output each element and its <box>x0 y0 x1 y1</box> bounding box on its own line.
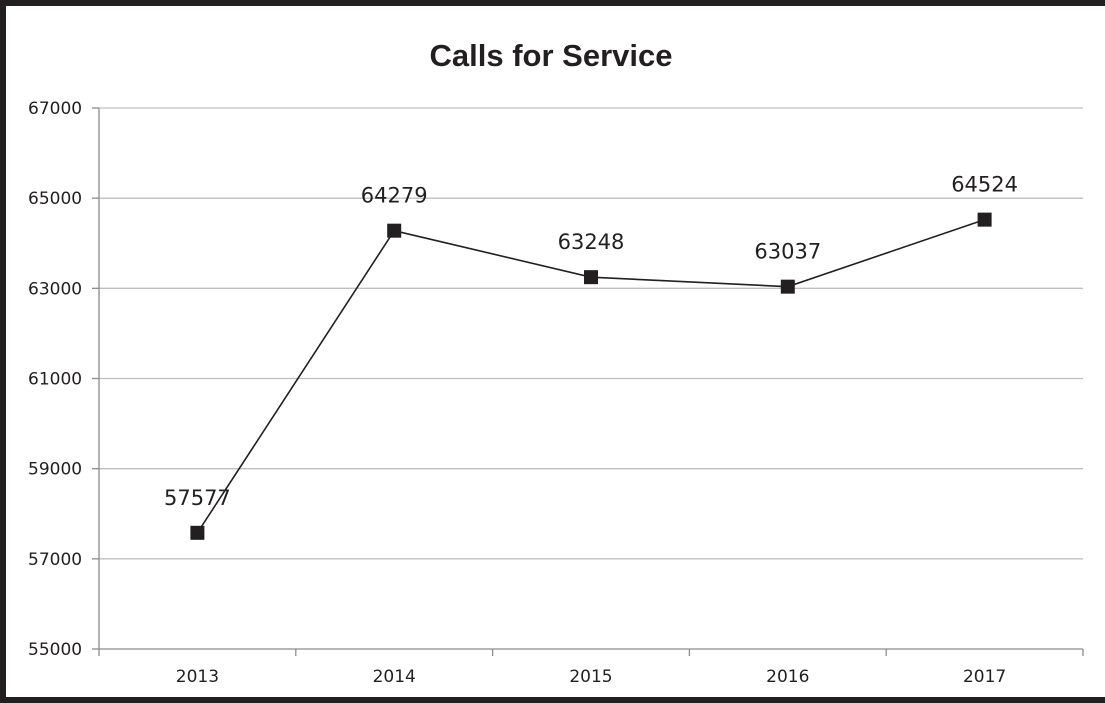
data-label-2015: 63248 <box>558 230 625 254</box>
y-tick-label-67000: 67000 <box>28 99 82 119</box>
data-point-2013 <box>190 525 205 540</box>
chart-title: Calls for Service <box>430 38 673 73</box>
y-tick-label-59000: 59000 <box>28 460 82 480</box>
x-tick-label-2017: 2017 <box>963 667 1006 687</box>
y-tick-label-61000: 61000 <box>28 370 82 390</box>
x-tick-label-2015: 2015 <box>569 667 612 687</box>
data-label-2016: 63037 <box>754 240 821 264</box>
y-axis-tick-labels: 55000 57000 59000 61000 63000 65000 67000 <box>28 99 82 660</box>
x-tick-label-2013: 2013 <box>176 667 219 687</box>
data-point-2014 <box>387 223 402 238</box>
data-labels: 57577 64279 63248 63037 64524 <box>164 173 1018 510</box>
y-tick-label-65000: 65000 <box>28 189 82 209</box>
axes <box>92 107 1084 656</box>
data-point-2015 <box>584 270 598 285</box>
data-label-2017: 64524 <box>951 173 1018 197</box>
x-tick-label-2016: 2016 <box>766 667 809 687</box>
data-label-2014: 64279 <box>361 184 428 208</box>
data-point-2017 <box>977 212 992 227</box>
data-label-2013: 57577 <box>164 486 231 510</box>
series-line <box>196 218 985 534</box>
x-tick-label-2014: 2014 <box>373 667 416 687</box>
y-tick-label-57000: 57000 <box>28 550 82 570</box>
y-tick-label-63000: 63000 <box>28 279 82 299</box>
series-calls-for-service <box>190 212 992 540</box>
x-axis-tick-labels: 2013 2014 2015 2016 2017 <box>176 667 1006 687</box>
y-tick-label-55000: 55000 <box>28 640 82 660</box>
gridlines <box>99 107 1083 560</box>
data-point-2016 <box>780 279 795 294</box>
